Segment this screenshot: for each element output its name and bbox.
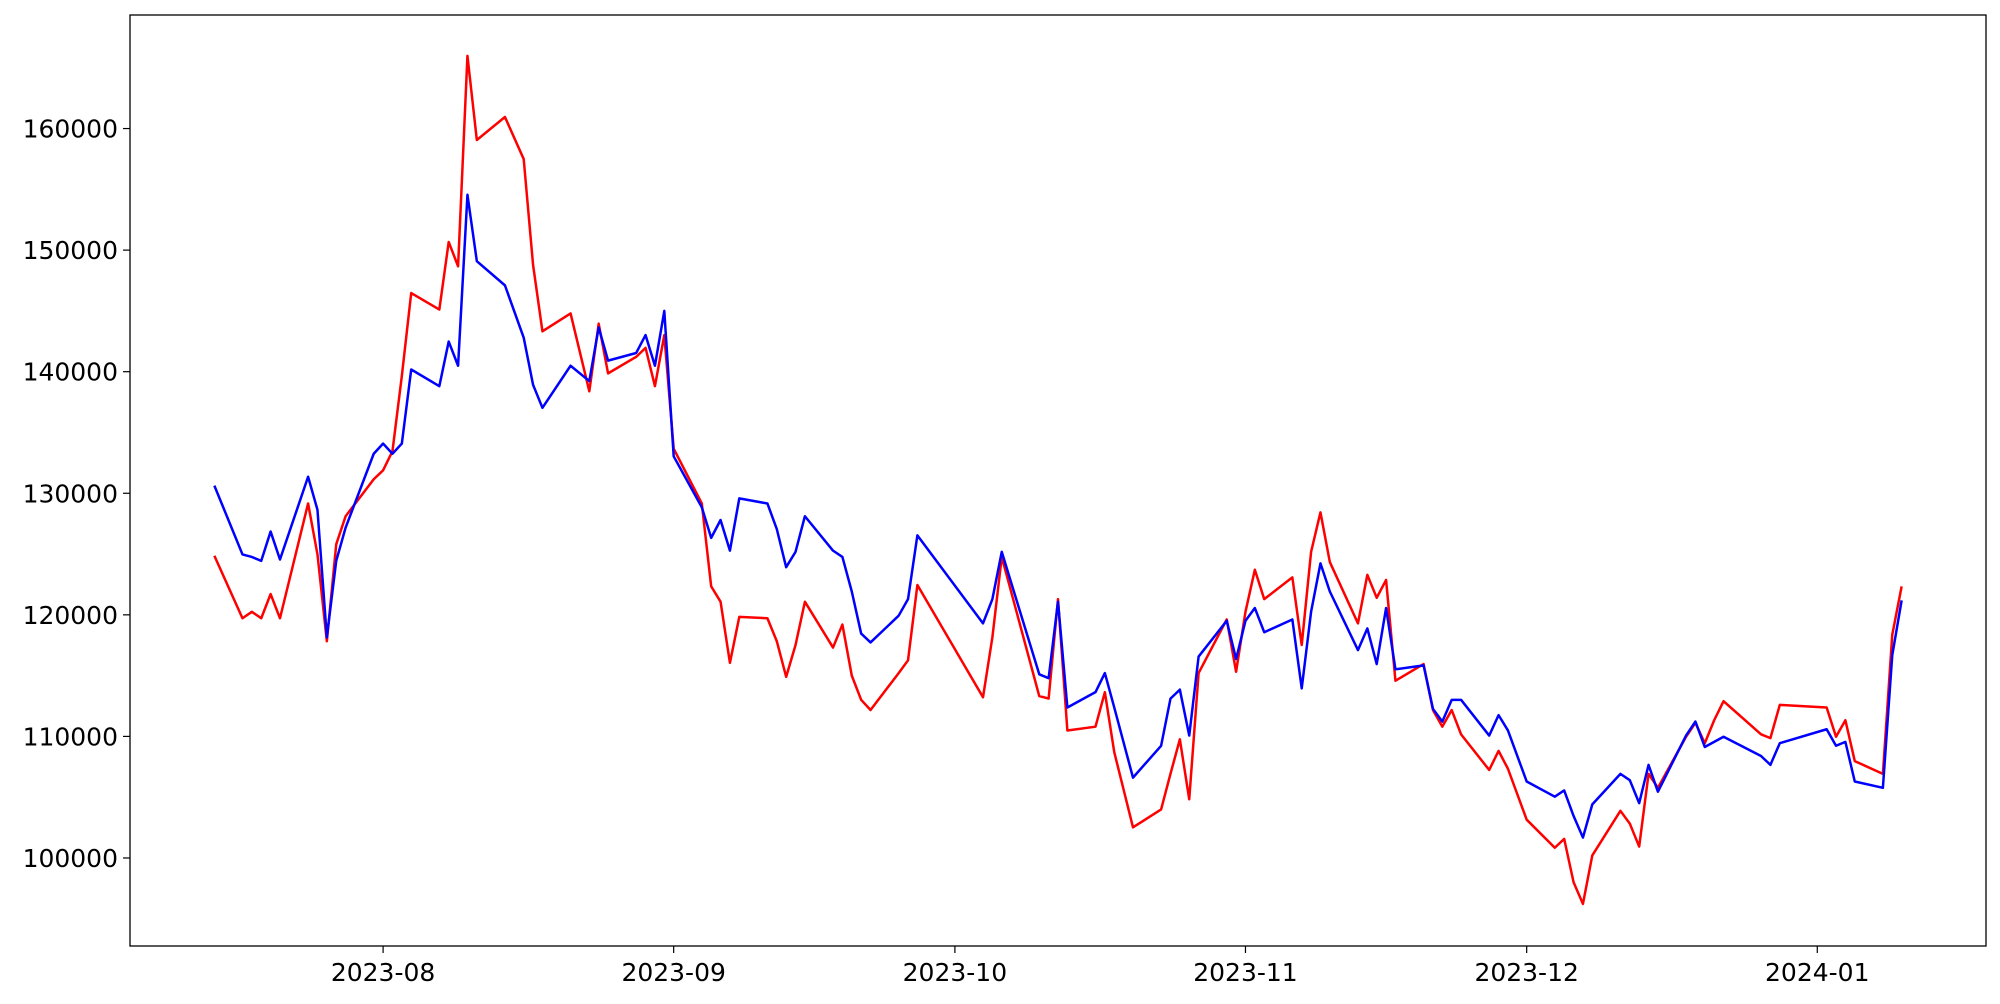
x-tick-label: 2023-11 xyxy=(1193,958,1297,987)
y-tick-label: 150000 xyxy=(23,236,118,265)
data-line xyxy=(213,193,1903,839)
y-tick-label: 110000 xyxy=(23,722,118,751)
data-line xyxy=(213,54,1903,906)
x-tick-label: 2023-08 xyxy=(331,958,435,987)
y-tick-label: 120000 xyxy=(23,601,118,630)
y-tick-label: 130000 xyxy=(23,479,118,508)
y-tick-label: 140000 xyxy=(23,358,118,387)
x-tick-label: 2024-01 xyxy=(1765,958,1869,987)
x-tick-label: 2023-10 xyxy=(903,958,1007,987)
x-tick-label: 2023-09 xyxy=(621,958,725,987)
y-tick-label: 160000 xyxy=(23,115,118,144)
x-tick-label: 2023-12 xyxy=(1474,958,1578,987)
plot-frame xyxy=(129,14,1987,947)
y-tick-label: 100000 xyxy=(23,844,118,873)
